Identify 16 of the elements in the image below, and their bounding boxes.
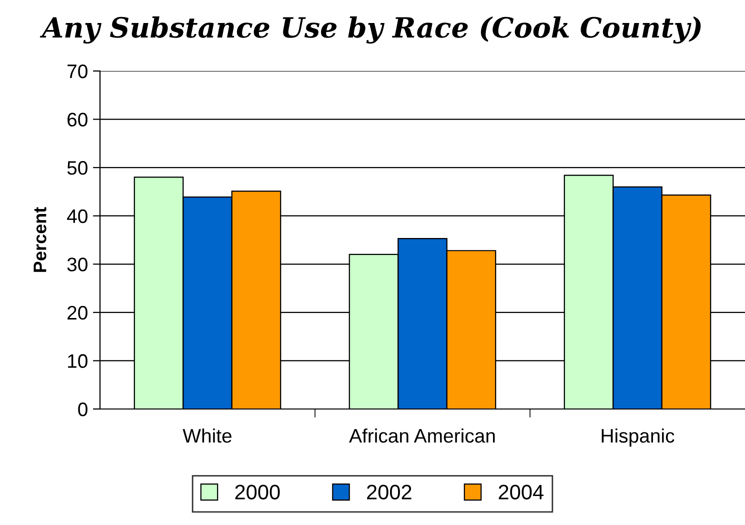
legend-label: 2000 <box>235 484 280 500</box>
y-tick-label: 0 <box>78 402 88 416</box>
x-tick-label: Hispanic <box>602 428 674 447</box>
legend-label: 2004 <box>498 484 544 500</box>
y-tick-label: 60 <box>68 112 88 127</box>
y-tick-label: 40 <box>67 209 88 224</box>
y-tick-label: 30 <box>67 258 88 272</box>
y-tick-label: 70 <box>68 64 88 78</box>
chart-title: Any Substance Use by Race (Cook County) <box>40 16 701 44</box>
x-tick-label: White <box>182 428 232 443</box>
y-axis-title: Percent <box>34 207 46 272</box>
x-tick-label: African American <box>349 428 495 443</box>
y-tick-label: 20 <box>68 306 88 320</box>
y-tick-label: 50 <box>67 161 88 175</box>
y-tick-label: 10 <box>68 354 88 368</box>
legend-label: 2002 <box>367 484 412 500</box>
